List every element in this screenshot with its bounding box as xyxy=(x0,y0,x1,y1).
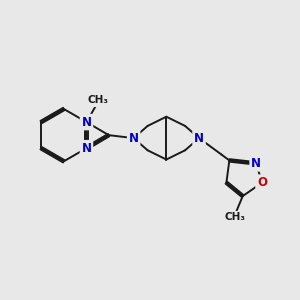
Text: N: N xyxy=(251,157,261,170)
Text: N: N xyxy=(129,132,139,145)
Text: CH₃: CH₃ xyxy=(225,212,246,223)
Text: N: N xyxy=(82,142,92,155)
Text: O: O xyxy=(257,176,267,189)
Text: N: N xyxy=(194,132,204,145)
Text: N: N xyxy=(82,116,92,129)
Text: CH₃: CH₃ xyxy=(88,95,109,106)
